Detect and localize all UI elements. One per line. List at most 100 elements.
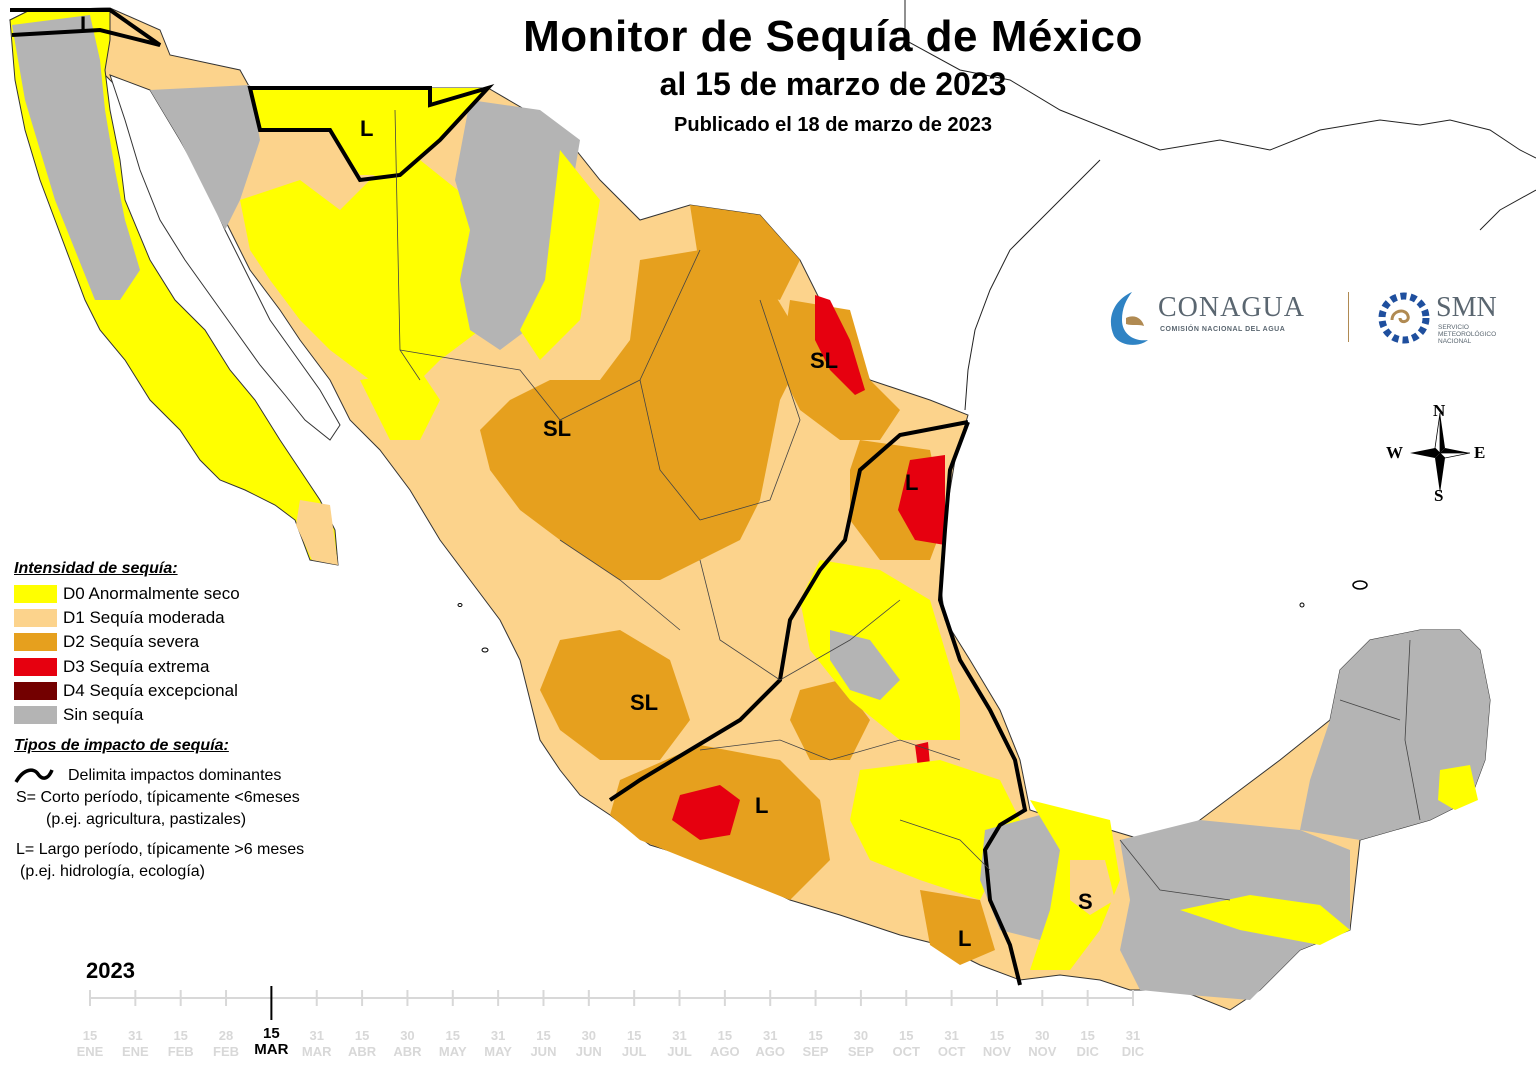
- jalisco-d2: [540, 630, 690, 760]
- oaxaca-d0: [850, 760, 1020, 900]
- timeline-year: 2023: [86, 958, 135, 983]
- chiapas-grey: [980, 815, 1060, 940]
- timeline-tick-day: 15: [808, 1028, 823, 1043]
- timeline-tick-day: 15: [989, 1028, 1005, 1043]
- impact-label: L: [755, 793, 769, 818]
- timeline-tick-day: 15: [1080, 1028, 1095, 1043]
- smn-subtitle-line: SERVICIO: [1438, 324, 1469, 331]
- chiapas-d0-band: [1180, 895, 1350, 945]
- conagua-name: CONAGUA: [1158, 292, 1305, 323]
- sonora-d0: [240, 160, 520, 400]
- timeline-tick-month: OCT: [937, 1044, 966, 1059]
- map-title: Monitor de Sequía de México: [523, 12, 1143, 61]
- impact-boundary-gulf: [937, 421, 1028, 986]
- timeline-tick-label: 15 NOV: [977, 1028, 1017, 1060]
- legend-swatch: [14, 633, 57, 652]
- timeline-tick-label: 31 AGO: [750, 1028, 790, 1060]
- legend-impact-s: S= Corto período, típicamente <6meses: [16, 789, 300, 807]
- impact-label: L: [360, 116, 374, 141]
- compass-north: N: [1433, 401, 1446, 420]
- impact-line-icon: [14, 768, 54, 784]
- timeline-tick-month: MAR: [254, 1041, 289, 1058]
- timeline-tick-label: 30 NOV: [1022, 1028, 1062, 1060]
- state-borders: [394, 109, 1421, 901]
- timeline-tick-month: OCT: [892, 1044, 920, 1059]
- timeline-tick-day: 31: [762, 1028, 778, 1043]
- timeline-tick-day: 15: [82, 1028, 98, 1043]
- timeline-tick-day: 31: [128, 1028, 143, 1043]
- timeline-tick-label: 31 DIC: [1113, 1028, 1153, 1060]
- compass-east: E: [1474, 443, 1486, 462]
- legend-item-d0: D0 Anormalmente seco: [14, 582, 394, 606]
- timeline-tick-label: 31 MAY: [478, 1028, 518, 1060]
- smn-subtitle: SERVICIO METEOROLÓGICO NACIONAL: [1438, 324, 1496, 345]
- legend-label: Sin sequía: [63, 705, 144, 725]
- timeline-tick-day: 31: [672, 1028, 687, 1043]
- timeline-tick-day: 31: [309, 1028, 324, 1043]
- timeline-tick-label: 28 FEB: [206, 1028, 246, 1060]
- timeline-tick-month: SEP: [802, 1044, 829, 1059]
- center-grey: [830, 630, 900, 700]
- sinaloa-d0: [360, 370, 440, 440]
- timeline-tick-label: 15 DIC: [1068, 1028, 1108, 1060]
- guerrero-d3: [672, 785, 740, 840]
- timeline-tick-label: 15 OCT: [886, 1028, 926, 1060]
- legend-impact-line-label: Delimita impactos dominantes: [68, 767, 282, 785]
- timeline-tick-month: ABR: [347, 1044, 377, 1059]
- legend-intensity-title: Intensidad de sequía:: [14, 560, 178, 577]
- map-subtitle: al 15 de marzo de 2023: [659, 66, 1007, 102]
- island: [481, 647, 489, 653]
- oaxaca-d2: [920, 890, 995, 965]
- legend-swatch: [14, 681, 57, 700]
- legend-item-d3: D3 Sequía extrema: [14, 655, 394, 679]
- legend-swatch: [14, 609, 57, 628]
- timeline-tick-month: ENE: [121, 1044, 149, 1059]
- smn-subtitle-line: NACIONAL: [1438, 338, 1472, 345]
- impact-label: SL: [810, 348, 839, 373]
- baja-d1-south: [296, 500, 338, 565]
- timeline-tick-month: ENE: [76, 1044, 104, 1059]
- logo-divider: [1348, 292, 1349, 342]
- legend: Intensidad de sequía: D0 Anormalmente se…: [14, 560, 394, 883]
- smn-name: SMN: [1436, 292, 1497, 323]
- impact-boundary-north: [247, 84, 495, 183]
- legend-impact-s-example: (p.ej. agricultura, pastizales): [46, 811, 247, 829]
- timeline-tick-label: 15 JUN: [523, 1028, 563, 1060]
- timeline-tick-label: 15 MAR: [251, 1025, 291, 1058]
- timeline-tick-label: 15 ABR: [342, 1028, 382, 1060]
- timeline-tick-month: NOV: [982, 1044, 1012, 1059]
- impact-label: S: [1078, 889, 1093, 914]
- legend-item-d2: D2 Sequía severa: [14, 630, 394, 654]
- timeline-tick-day: 30: [400, 1028, 415, 1043]
- legend-swatch: [14, 657, 57, 676]
- publication-date: Publicado el 18 de marzo de 2023: [674, 114, 992, 136]
- timeline-tick-day: 15: [445, 1028, 461, 1043]
- legend-label: D1 Sequía moderada: [63, 608, 225, 628]
- tabasco-d1: [1070, 860, 1115, 915]
- conagua-logo-icon: [1110, 292, 1148, 345]
- timeline-tick-day: 15: [626, 1028, 642, 1043]
- timeline-tick-label: 15 AGO: [705, 1028, 745, 1060]
- legend-label: D2 Sequía severa: [63, 632, 200, 652]
- timeline-tick-day: 15: [263, 1025, 280, 1042]
- legend-impact-line: Delimita impactos dominantes: [14, 765, 394, 787]
- timeline-tick-label: 30 JUN: [569, 1028, 609, 1060]
- timeline-tick-day: 28: [218, 1028, 234, 1043]
- smn-subtitle-line: METEOROLÓGICO: [1438, 331, 1497, 338]
- timeline-tick-month: FEB: [167, 1044, 194, 1059]
- timeline-tick-month: DIC: [1076, 1044, 1099, 1059]
- timeline-tick-label: 31 MAR: [297, 1028, 337, 1060]
- timeline-tick-month: DIC: [1121, 1044, 1145, 1059]
- north-east-d2: [690, 205, 800, 300]
- timeline-tick-day: 31: [490, 1028, 506, 1043]
- compass-west: W: [1386, 443, 1403, 462]
- yucatan-grey: [1300, 630, 1490, 840]
- timeline-tick-label: 31 ENE: [115, 1028, 155, 1060]
- timeline-tick-day: 15: [899, 1028, 914, 1043]
- timeline-tick-label: 15 SEP: [796, 1028, 836, 1060]
- us-texas-coast: [964, 159, 1101, 411]
- legend-item-d1: D1 Sequía moderada: [14, 606, 394, 630]
- timeline-tick-label: 15 ENE: [70, 1028, 110, 1060]
- timeline-tick-month: MAY: [484, 1044, 512, 1059]
